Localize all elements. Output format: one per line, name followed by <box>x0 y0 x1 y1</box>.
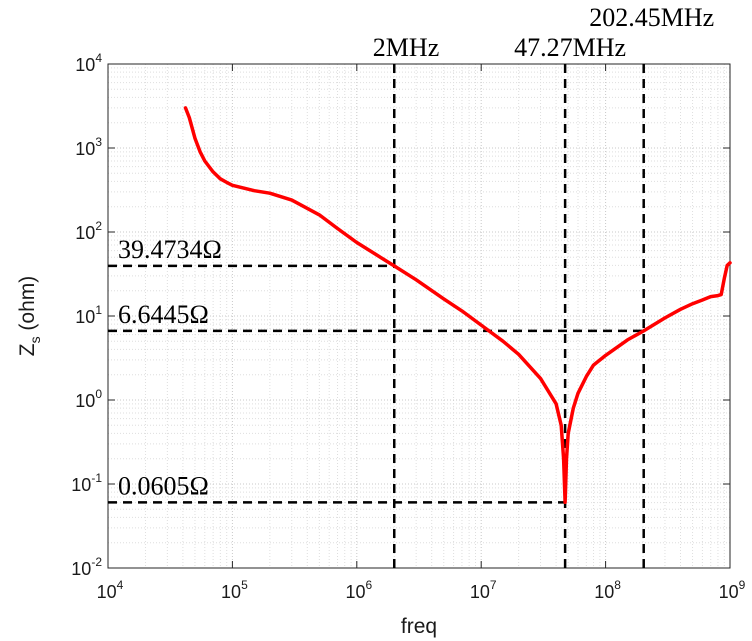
y-tick-label-exponent: 3 <box>95 135 102 149</box>
x-tick-label-exponent: 7 <box>490 578 497 592</box>
x-tick-label-base: 10 <box>221 582 241 602</box>
x-tick-label: 105 <box>221 578 248 602</box>
y-axis-label-subscript: s <box>27 336 43 343</box>
x-tick-label-exponent: 6 <box>365 578 372 592</box>
x-tick-label-exponent: 4 <box>117 578 124 592</box>
y-tick-label-exponent: 4 <box>95 51 102 65</box>
y-tick-label: 10-1 <box>71 471 102 495</box>
y-tick-label-exponent: 1 <box>95 303 102 317</box>
tick-marks <box>107 63 731 569</box>
x-axis-label: freq <box>401 615 437 638</box>
y-axis-label: Zs (ohm) <box>16 276 43 357</box>
x-tick-label: 109 <box>719 578 746 602</box>
y-tick-label-base: 10 <box>75 55 95 75</box>
x-tick-labels: 104 105 106 107 108 109 <box>97 578 746 602</box>
x-tick-label: 107 <box>470 578 497 602</box>
y-tick-label-base: 10 <box>75 391 95 411</box>
x-tick-label-exponent: 8 <box>614 578 621 592</box>
y-axis-label-main: Z <box>16 343 39 356</box>
x-tick-label-exponent: 9 <box>739 578 746 592</box>
horizontal-marker-label: 0.0605Ω <box>118 471 209 500</box>
x-tick-label-base: 10 <box>470 582 490 602</box>
y-tick-label-base: 10 <box>75 307 95 327</box>
vertical-marker-label: 2MHz <box>373 33 439 62</box>
y-tick-label: 102 <box>75 219 102 243</box>
vertical-marker-label: 47.27MHz <box>514 33 626 62</box>
y-tick-label: 101 <box>75 303 102 327</box>
y-tick-label: 103 <box>75 135 102 159</box>
y-tick-label-exponent: 2 <box>95 219 102 233</box>
y-tick-label: 104 <box>75 51 102 75</box>
vertical-marker-label: 202.45MHz <box>589 3 714 32</box>
x-tick-label-exponent: 5 <box>241 578 248 592</box>
impedance-curve <box>183 106 732 505</box>
y-axis-label-unit: (ohm) <box>16 276 39 337</box>
y-tick-label: 10-2 <box>71 555 102 579</box>
x-tick-label-base: 10 <box>719 582 739 602</box>
y-tick-label-base: 10 <box>75 139 95 159</box>
x-tick-label-base: 10 <box>594 582 614 602</box>
horizontal-marker-label: 39.4734Ω <box>118 235 222 264</box>
x-tick-label: 106 <box>345 578 372 602</box>
y-tick-label-base: 10 <box>71 559 91 579</box>
y-tick-label: 100 <box>75 387 102 411</box>
horizontal-marker-label: 6.6445Ω <box>118 300 209 329</box>
x-tick-label: 108 <box>594 578 621 602</box>
x-tick-label: 104 <box>97 578 124 602</box>
y-tick-label-base: 10 <box>71 475 91 495</box>
y-tick-label-exponent: -2 <box>91 555 102 569</box>
x-tick-label-base: 10 <box>97 582 117 602</box>
x-tick-label-base: 10 <box>345 582 365 602</box>
y-tick-label-exponent: -1 <box>91 471 102 485</box>
y-tick-label-exponent: 0 <box>95 387 102 401</box>
y-tick-label-base: 10 <box>75 223 95 243</box>
